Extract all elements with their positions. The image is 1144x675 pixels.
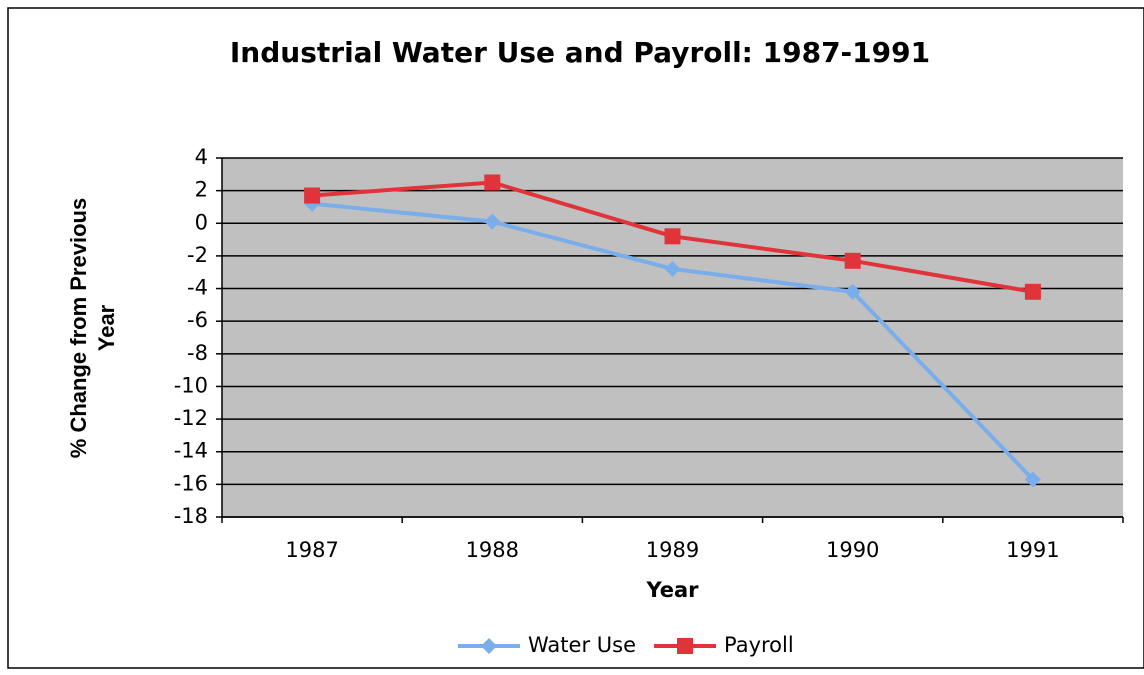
y-axis-label: % Change from Previous Year bbox=[66, 197, 119, 459]
y-tick-label: -8 bbox=[187, 341, 208, 365]
data-point bbox=[1024, 283, 1041, 300]
legend-label: Payroll bbox=[724, 633, 794, 657]
plot-area bbox=[222, 158, 1123, 517]
data-point bbox=[664, 260, 681, 277]
x-tick-label: 1990 bbox=[826, 538, 879, 562]
y-tick-label: 4 bbox=[195, 145, 208, 169]
data-point bbox=[844, 252, 861, 269]
y-tick-label: -12 bbox=[174, 406, 208, 430]
data-point bbox=[304, 187, 321, 204]
legend-label: Water Use bbox=[528, 633, 636, 657]
data-point bbox=[484, 174, 501, 191]
x-tick-label: 1989 bbox=[646, 538, 699, 562]
y-tick-label: -16 bbox=[174, 471, 208, 495]
y-tick-label: 2 bbox=[195, 178, 208, 202]
x-tick-label: 1988 bbox=[466, 538, 519, 562]
data-point bbox=[1024, 471, 1041, 488]
y-tick-label: -18 bbox=[174, 504, 208, 528]
y-tick-label: -4 bbox=[187, 276, 208, 300]
x-tick-label: 1987 bbox=[285, 538, 338, 562]
y-tick-label: -2 bbox=[187, 243, 208, 267]
y-tick-label: -6 bbox=[187, 308, 208, 332]
y-tick-label: -14 bbox=[174, 439, 208, 463]
data-point bbox=[484, 213, 501, 230]
legend-marker bbox=[481, 638, 497, 654]
data-point bbox=[664, 228, 681, 245]
chart-title: Industrial Water Use and Payroll: 1987-1… bbox=[229, 36, 931, 69]
x-tick-label: 1991 bbox=[1006, 538, 1059, 562]
y-tick-label: 0 bbox=[195, 210, 208, 234]
x-axis-label: Year bbox=[645, 578, 699, 602]
data-point bbox=[844, 283, 861, 300]
y-tick-label: -10 bbox=[174, 373, 208, 397]
legend-marker bbox=[676, 638, 693, 654]
